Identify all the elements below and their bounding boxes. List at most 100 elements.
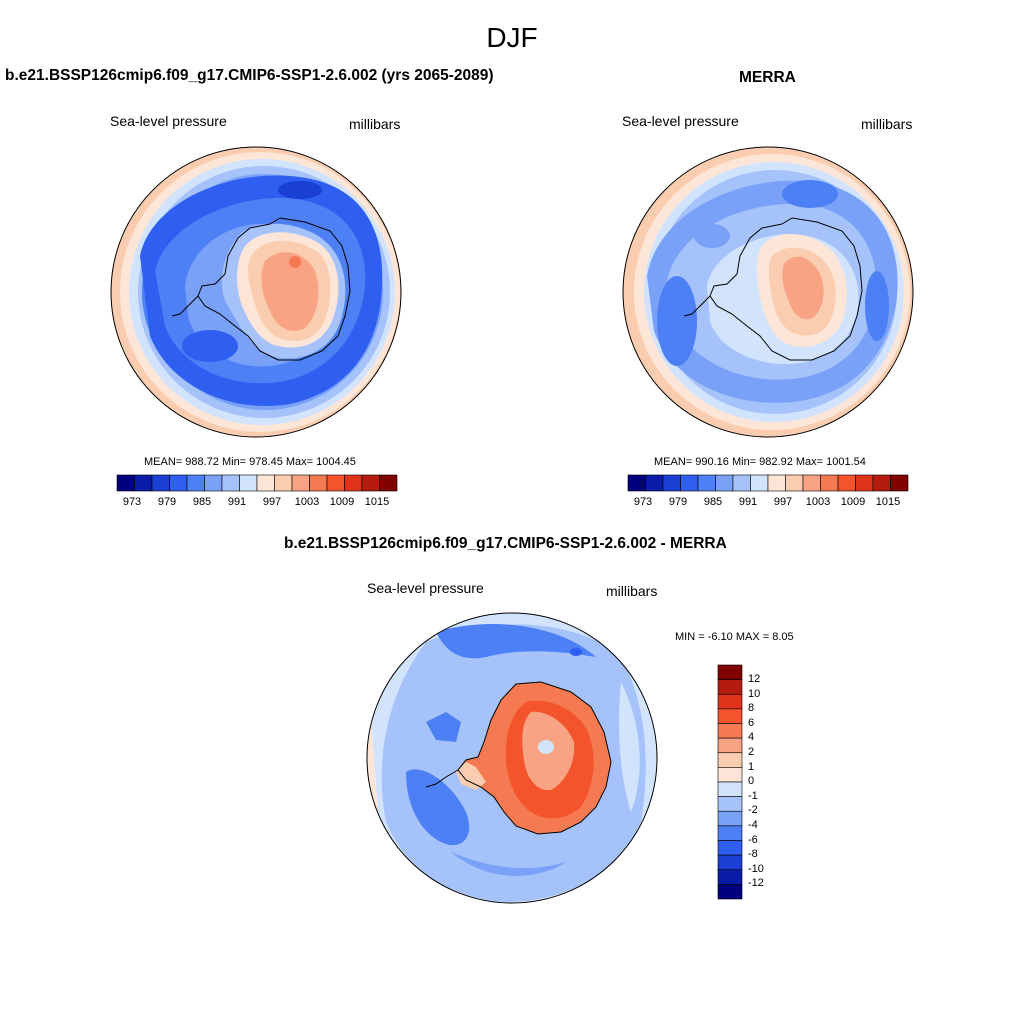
obs-colorbar-tick: 991	[738, 496, 758, 508]
colorbar-swatch	[717, 781, 743, 797]
colorbar-swatch	[697, 474, 716, 492]
colorbar-swatch	[717, 693, 743, 710]
colorbar-swatch	[855, 474, 874, 492]
colorbar-swatch	[326, 474, 345, 492]
obs-panel-title: MERRA	[739, 69, 796, 86]
obs-colorbar-tick: 1003	[805, 496, 831, 508]
diff-colorbar-tick: 12	[748, 673, 761, 685]
diff-units-label: millibars	[606, 583, 658, 599]
colorbar-swatch	[820, 474, 839, 492]
diff-colorbar-tick: 1	[748, 760, 755, 773]
model-panel-title: b.e21.BSSP126cmip6.f09_g17.CMIP6-SSP1-2.…	[5, 67, 494, 84]
colorbar-swatch	[680, 474, 699, 492]
diff-panel-title: b.e21.BSSP126cmip6.f09_g17.CMIP6-SSP1-2.…	[284, 535, 727, 552]
colorbar-swatch	[802, 474, 821, 492]
diff-colorbar-tick: 4	[748, 731, 755, 744]
model-colorbar-tick: 1009	[329, 496, 355, 508]
colorbar-swatch	[221, 474, 240, 492]
colorbar-swatch	[361, 474, 380, 492]
model-colorbar-tick: 973	[122, 496, 142, 508]
colorbar-swatch	[717, 810, 743, 827]
obs-polar-map	[622, 146, 914, 438]
model-units-label: millibars	[349, 116, 401, 132]
diff-colorbar-tick: -8	[748, 848, 758, 861]
colorbar-swatch	[291, 474, 310, 492]
model-colorbar-tick: 991	[227, 496, 247, 508]
obs-colorbar-tick: 979	[668, 496, 688, 508]
colorbar-swatch	[717, 723, 743, 739]
model-polar-map	[110, 146, 402, 438]
colorbar-swatch	[717, 840, 743, 856]
colorbar-swatch	[239, 474, 258, 492]
model-colorbar-ticks: 973 979 985 991 997 1003 1009 1015	[117, 496, 397, 510]
colorbar-swatch	[116, 474, 135, 492]
colorbar-swatch	[717, 752, 743, 768]
model-colorbar-tick: 997	[262, 496, 282, 508]
colorbar-swatch	[274, 474, 293, 492]
colorbar-swatch	[717, 737, 743, 754]
colorbar-swatch	[717, 854, 743, 871]
diff-colorbar-tick: -2	[748, 804, 758, 817]
diff-colorbar-tick: 0	[748, 775, 755, 788]
obs-variable-label: Sea-level pressure	[622, 113, 739, 129]
model-colorbar-tick: 979	[157, 496, 177, 508]
colorbar-swatch	[256, 474, 275, 492]
obs-colorbar-tick: 997	[773, 496, 793, 508]
diff-polar-map	[366, 612, 658, 904]
diff-colorbar-tick: 2	[748, 746, 755, 758]
colorbar-swatch	[662, 474, 681, 492]
diff-colorbar	[717, 664, 743, 900]
obs-colorbar-tick: 973	[633, 496, 653, 508]
colorbar-swatch	[344, 474, 363, 492]
colorbar-swatch	[717, 708, 743, 724]
colorbar-swatch	[379, 474, 398, 492]
diff-colorbar-tick: -10	[748, 862, 764, 875]
figure-title: DJF	[486, 22, 538, 53]
colorbar-swatch	[717, 869, 743, 885]
model-colorbar	[116, 474, 398, 492]
colorbar-swatch	[717, 825, 743, 841]
diff-colorbar-tick: 6	[748, 716, 755, 729]
obs-colorbar	[627, 474, 909, 492]
model-stats: MEAN= 988.72 Min= 978.45 Max= 1004.45	[144, 456, 356, 468]
diff-stats: MIN = -6.10 MAX = 8.05	[675, 631, 794, 643]
obs-colorbar-tick: 985	[703, 496, 723, 508]
diff-colorbar-tick: -4	[748, 819, 758, 831]
colorbar-swatch	[169, 474, 188, 492]
colorbar-swatch	[890, 474, 909, 492]
colorbar-swatch	[134, 474, 153, 492]
colorbar-swatch	[309, 474, 328, 492]
obs-colorbar-ticks: 973 979 985 991 997 1003 1009 1015	[628, 496, 908, 510]
colorbar-swatch	[186, 474, 205, 492]
obs-colorbar-tick: 1015	[875, 496, 901, 508]
diff-colorbar-tick: 8	[748, 702, 755, 715]
colorbar-swatch	[204, 474, 223, 492]
diff-colorbar-ticks: 12 10 8 6 4 2 1 0 -1 -2 -4 -6 -8 -10 -12	[748, 673, 788, 893]
diff-colorbar-tick: -1	[748, 789, 758, 802]
colorbar-swatch	[785, 474, 804, 492]
colorbar-swatch	[151, 474, 170, 492]
colorbar-swatch	[715, 474, 734, 492]
colorbar-swatch	[837, 474, 856, 492]
obs-colorbar-tick: 1009	[840, 496, 866, 508]
obs-stats: MEAN= 990.16 Min= 982.92 Max= 1001.54	[654, 456, 866, 468]
diff-colorbar-tick: -12	[748, 877, 764, 890]
colorbar-swatch	[717, 796, 743, 812]
diff-colorbar-tick: -6	[748, 833, 758, 846]
colorbar-swatch	[717, 884, 743, 900]
colorbar-swatch	[645, 474, 664, 492]
colorbar-swatch	[717, 767, 743, 783]
diff-colorbar-tick: 10	[748, 687, 761, 700]
colorbar-swatch	[750, 474, 769, 492]
obs-units-label: millibars	[861, 116, 913, 132]
colorbar-swatch	[717, 664, 743, 680]
colorbar-swatch	[717, 679, 743, 695]
diff-variable-label: Sea-level pressure	[367, 580, 484, 596]
model-colorbar-tick: 1015	[364, 496, 390, 508]
model-colorbar-tick: 985	[192, 496, 212, 508]
colorbar-swatch	[872, 474, 891, 492]
colorbar-swatch	[627, 474, 646, 492]
model-colorbar-tick: 1003	[294, 496, 320, 508]
colorbar-swatch	[767, 474, 786, 492]
model-variable-label: Sea-level pressure	[110, 113, 227, 129]
